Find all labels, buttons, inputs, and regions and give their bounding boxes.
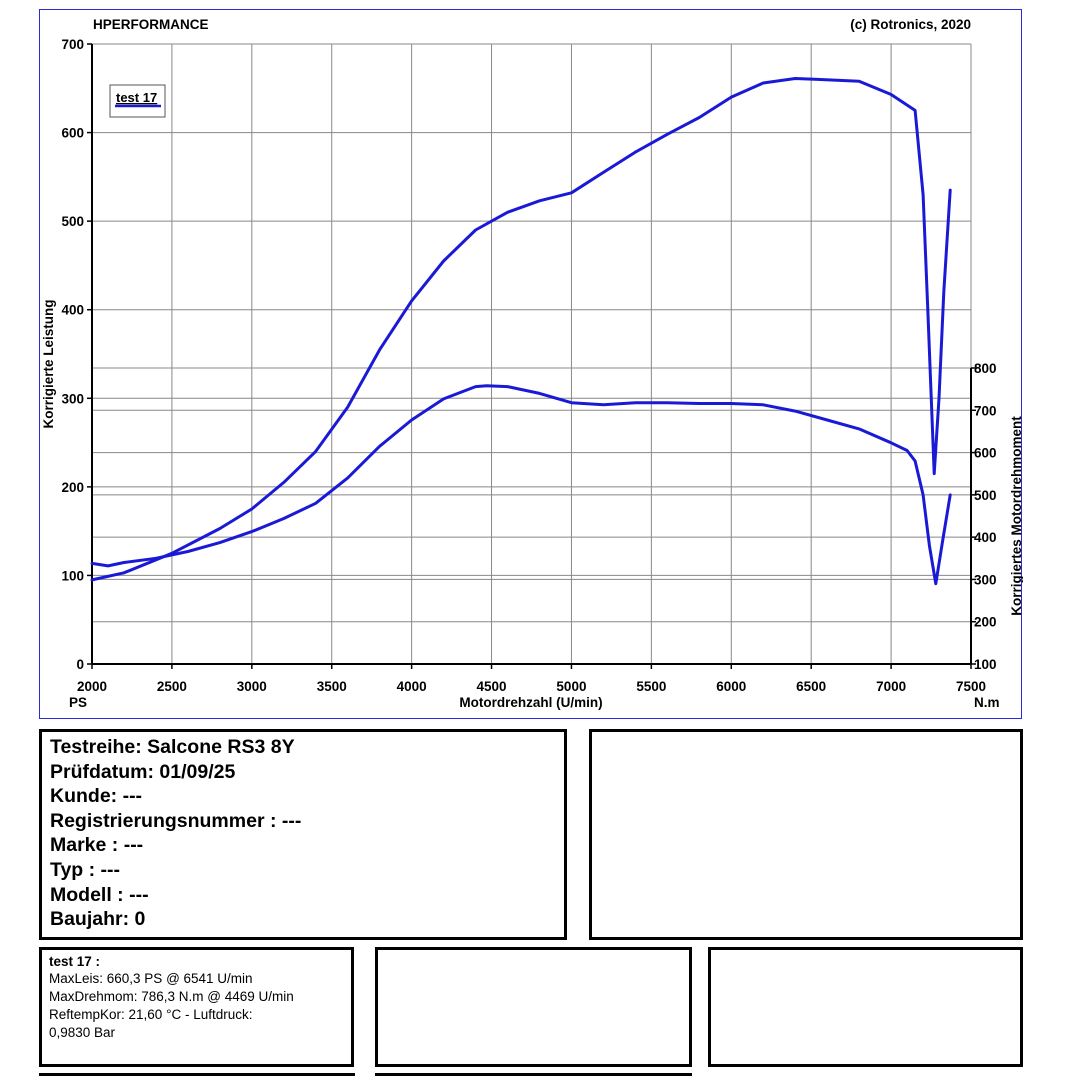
y-left-tick-label: 500 [61, 214, 84, 229]
y-left-tick-label: 100 [61, 568, 84, 583]
y-right-tick-label: 500 [974, 488, 997, 503]
result-ref-temp: ReftempKor: 21,60 °C - Luftdruck: [49, 1007, 253, 1022]
test-result-panel: test 17 : MaxLeis: 660,3 PS @ 6541 U/min… [39, 947, 354, 1067]
empty-panel-bottom-mid [375, 947, 692, 1067]
y-left-tick-label: 700 [61, 37, 84, 52]
result-max-torque: MaxDrehmom: 786,3 N.m @ 4469 U/min [49, 989, 294, 1004]
x-tick-label: 6000 [716, 679, 746, 694]
x-tick-label: 5500 [636, 679, 666, 694]
y-right-tick-label: 800 [974, 361, 997, 376]
y-right-unit: N.m [974, 695, 1000, 710]
y-right-tick-label: 600 [974, 446, 997, 461]
x-tick-label: 7500 [956, 679, 986, 694]
info-customer: Kunde: --- [50, 785, 143, 808]
info-registration: Registrierungsnummer : --- [50, 809, 302, 832]
result-max-power: MaxLeis: 660,3 PS @ 6541 U/min [49, 971, 253, 986]
x-tick-label: 4000 [397, 679, 427, 694]
x-tick-label: 5000 [556, 679, 586, 694]
y-left-unit: PS [69, 695, 87, 710]
empty-panel-top-right [589, 729, 1023, 940]
info-make: Marke : --- [50, 834, 144, 857]
chart-header-left: HPERFORMANCE [93, 17, 209, 32]
y-right-tick-label: 400 [974, 530, 997, 545]
info-year: Baujahr: 0 [50, 908, 146, 931]
y-left-tick-label: 300 [61, 391, 84, 406]
x-tick-label: 3000 [237, 679, 267, 694]
divider-line [39, 1073, 355, 1076]
torque-curve [90, 384, 952, 586]
divider-line [375, 1073, 692, 1076]
result-title: test 17 : [49, 954, 101, 969]
x-tick-label: 3500 [317, 679, 347, 694]
y-left-tick-label: 600 [61, 126, 84, 141]
info-type: Typ : --- [50, 858, 121, 881]
y-left-tick-label: 200 [61, 480, 84, 495]
y-right-tick-label: 200 [974, 615, 997, 630]
y-right-axis-label: Korrigiertes Motordrehmoment [1009, 416, 1023, 616]
x-axis-label: Motordrehzahl (U/min) [459, 695, 602, 710]
empty-panel-bottom-right [708, 947, 1023, 1067]
chart-frame: 2000 2500 3000 3500 4000 4500 5000 5500 6000 6500… [39, 9, 1023, 719]
x-tick-label: 2500 [157, 679, 187, 694]
power-curve [90, 77, 952, 582]
info-test-date: Prüfdatum: 01/09/25 [50, 760, 236, 783]
legend-label: test 17 [116, 90, 157, 105]
dyno-chart: 2000 2500 3000 3500 4000 4500 5000 5500 6000 6500… [41, 17, 1023, 710]
x-tick-label: 7000 [876, 679, 906, 694]
test-info-panel: Testreihe: Salcone RS3 8Y Prüfdatum: 01/… [39, 729, 567, 940]
info-model: Modell : --- [50, 883, 149, 906]
info-test-series: Testreihe: Salcone RS3 8Y [50, 736, 295, 758]
y-left-tick-label: 400 [61, 303, 84, 318]
chart-header-right: (c) Rotronics, 2020 [850, 17, 971, 32]
x-tick-label: 4500 [477, 679, 507, 694]
y-left-tick-label: 0 [76, 657, 84, 672]
legend: test 17 [109, 84, 166, 118]
x-tick-label: 2000 [77, 679, 107, 694]
legend-box [109, 84, 166, 118]
y-right-tick-label: 700 [974, 403, 997, 418]
y-right-tick-label: 300 [974, 572, 997, 587]
x-tick-label: 6500 [796, 679, 826, 694]
result-air-pressure: 0,9830 Bar [49, 1025, 116, 1040]
y-left-axis-label: Korrigierte Leistung [41, 299, 56, 428]
y-right-tick-label: 100 [974, 657, 997, 672]
